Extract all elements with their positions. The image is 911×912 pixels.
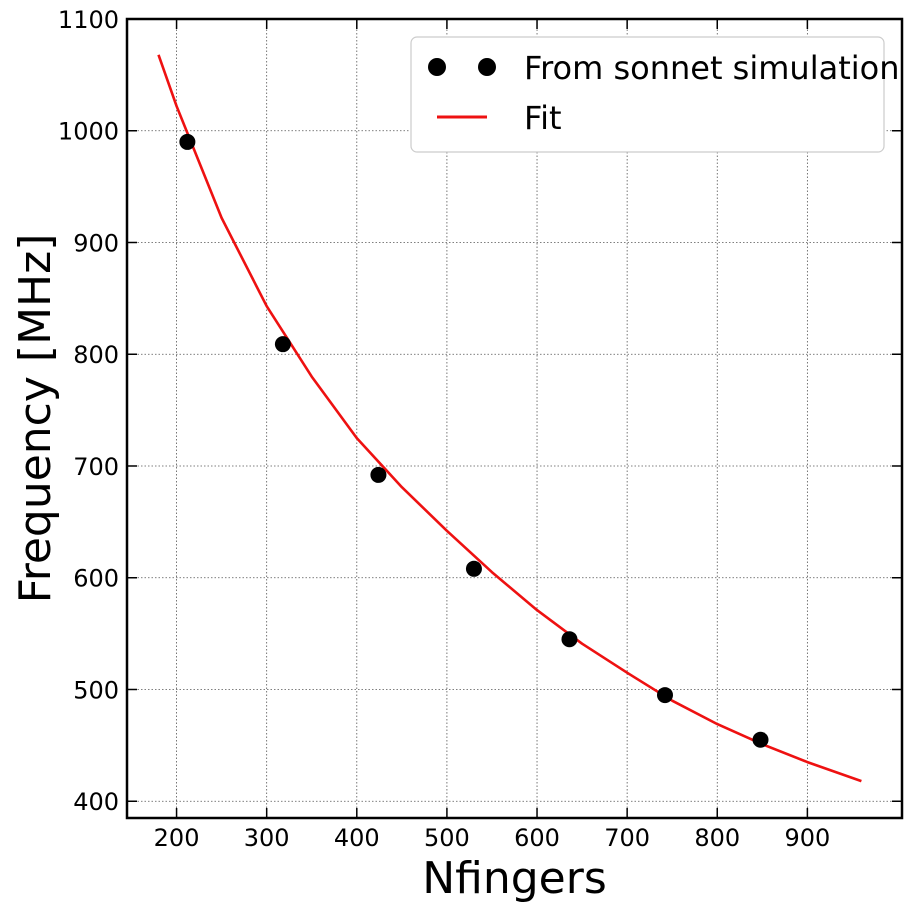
y-tick-label: 400	[73, 788, 119, 816]
x-tick-label: 500	[424, 824, 470, 852]
x-tick-label: 700	[604, 824, 650, 852]
data-point	[561, 631, 578, 648]
ticks	[127, 18, 902, 818]
x-tick-label: 600	[514, 824, 560, 852]
y-tick-label: 500	[73, 676, 119, 704]
data-point	[656, 687, 673, 704]
legend: From sonnet simulation Fit	[410, 36, 899, 153]
y-tick-label: 1000	[58, 118, 119, 146]
data-point	[274, 336, 291, 353]
legend-label-fit: Fit	[524, 99, 562, 137]
x-tick-label: 800	[694, 824, 740, 852]
x-tick-label: 400	[334, 824, 380, 852]
legend-box	[410, 36, 885, 153]
x-tick-label: 300	[244, 824, 290, 852]
fit-line	[157, 54, 862, 783]
data-point	[370, 466, 387, 483]
x-tick-label: 200	[154, 824, 200, 852]
y-tick-label: 900	[73, 229, 119, 257]
legend-marker-scatter	[428, 58, 446, 76]
data-point	[465, 560, 482, 577]
y-tick-label: 700	[73, 453, 119, 481]
axes-frame	[125, 17, 904, 820]
data-point	[179, 133, 196, 150]
tick-labels: 200 300 400 500 600 700 800 900 400 500 600 700 800 9…	[58, 6, 830, 852]
x-tick-label: 900	[784, 824, 830, 852]
legend-marker-scatter	[478, 58, 496, 76]
y-axis-label: Frequency [MHz]	[10, 234, 61, 604]
y-tick-label: 600	[73, 565, 119, 593]
y-tick-label: 800	[73, 341, 119, 369]
x-axis-label: Nfingers	[422, 853, 607, 904]
y-tick-label: 1100	[58, 6, 119, 34]
series-layer	[157, 54, 862, 783]
legend-label-simulation: From sonnet simulation	[524, 49, 899, 87]
data-point	[752, 731, 769, 748]
